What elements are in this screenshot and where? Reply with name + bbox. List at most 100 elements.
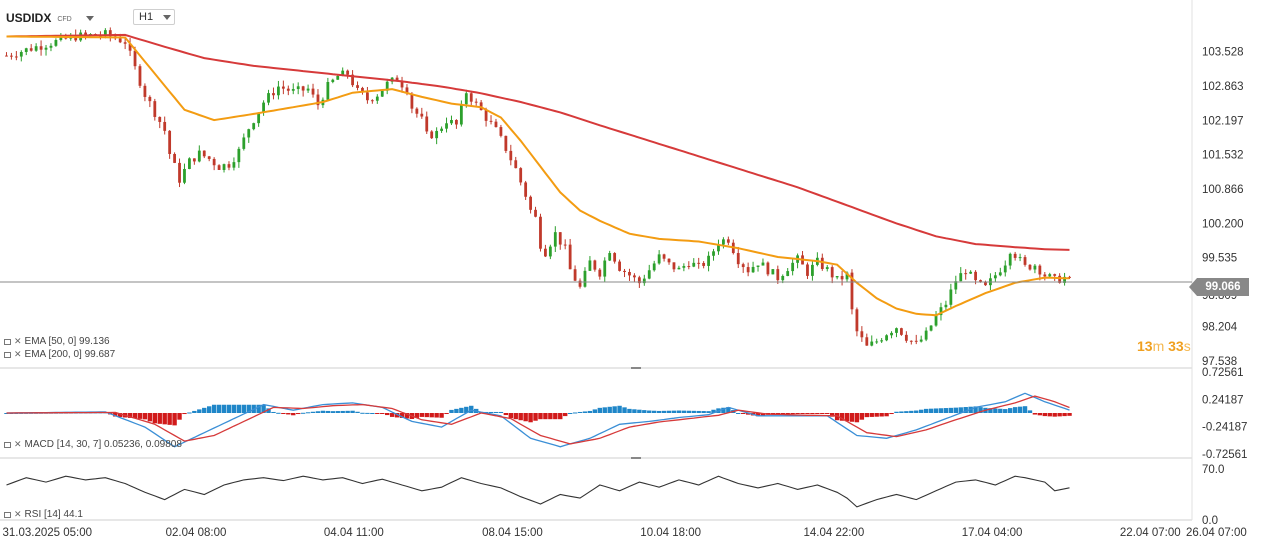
close-icon[interactable]: ✕ (14, 349, 22, 359)
candles (5, 27, 1071, 347)
candle-body (934, 315, 938, 326)
candle-body (548, 246, 552, 257)
macd-bar (216, 404, 222, 413)
candle-body (717, 244, 720, 252)
candle-body (959, 273, 963, 282)
macd-bar (528, 413, 533, 423)
candle-body (163, 121, 167, 131)
close-icon[interactable]: ✕ (14, 509, 22, 519)
candle-body (24, 48, 28, 53)
candle-body (929, 325, 933, 331)
candle-body (830, 267, 834, 278)
macd-bar (380, 413, 385, 414)
price-tick-label: 102.863 (1202, 81, 1244, 93)
legend-macd[interactable]: ✕ MACD [14, 30, 7] 0.05236, 0.09808 (4, 439, 182, 450)
candle-body (722, 239, 725, 245)
macd-bar (434, 413, 439, 418)
close-icon[interactable]: ✕ (14, 439, 22, 449)
candle-body (1028, 264, 1032, 270)
candle-body (464, 93, 468, 105)
macd-bar (424, 413, 429, 418)
macd-bar (523, 413, 528, 422)
settings-icon[interactable] (4, 351, 11, 358)
macd-bar (958, 407, 963, 413)
macd-bar (340, 410, 345, 413)
candle-body (1008, 253, 1012, 266)
time-tick-label: 14.04 22:00 (803, 527, 864, 539)
macd-bar (839, 413, 845, 421)
candle-body (84, 32, 87, 35)
settings-icon[interactable] (4, 338, 11, 345)
candle-body (59, 35, 63, 41)
candle-body (726, 239, 730, 243)
macd-bar (127, 413, 133, 418)
candle-body (400, 81, 404, 88)
macd-bar (567, 413, 573, 414)
legend-rsi[interactable]: ✕ RSI [14] 44.1 (4, 509, 83, 520)
macd-bar (152, 413, 158, 424)
price-tick-label: 99.535 (1202, 253, 1237, 265)
candle-body (707, 255, 710, 266)
candle-body (811, 264, 814, 276)
candle-body (1058, 275, 1062, 283)
candle-body (855, 309, 859, 332)
candle-body (197, 150, 201, 162)
candle-body (850, 272, 854, 310)
macd-bar (226, 404, 232, 413)
candle-body (301, 86, 305, 91)
settings-icon[interactable] (4, 511, 11, 518)
candle-body (19, 52, 23, 57)
macd-bar (800, 413, 805, 414)
candle-body (311, 88, 315, 95)
macd-bar (221, 404, 227, 413)
macd-bar (493, 411, 499, 413)
macd-bar (202, 407, 207, 413)
macd-bar (884, 413, 889, 417)
candle-body (697, 262, 701, 264)
macd-bar (488, 411, 494, 413)
macd-bar (948, 407, 954, 413)
legend-ema50[interactable]: ✕ EMA [50, 0] 99.136 (4, 336, 110, 347)
settings-icon[interactable] (4, 441, 11, 448)
macd-histogram (4, 404, 1072, 426)
macd-bar (889, 413, 894, 415)
macd-bar (469, 405, 474, 413)
macd-bar (736, 413, 741, 414)
candle-body (786, 271, 790, 277)
macd-bar (869, 413, 874, 417)
candle-body (1048, 274, 1052, 277)
symbol-selector[interactable]: USDIDX CFD (6, 8, 94, 28)
candle-body (984, 281, 987, 286)
timer-minutes: 13 (1137, 338, 1153, 354)
candle-body (583, 270, 587, 287)
candle-body (885, 335, 888, 341)
candle-body (489, 120, 493, 122)
close-icon[interactable]: ✕ (14, 336, 22, 346)
candle-body (192, 158, 196, 162)
candle-body (613, 253, 617, 262)
candle-body (667, 258, 671, 263)
candle-body (395, 77, 399, 82)
candle-body (39, 46, 43, 50)
timeframe-dropdown[interactable]: H1 (133, 9, 175, 25)
macd-bar (632, 409, 637, 413)
candle-body (1023, 257, 1027, 265)
candle-body (14, 56, 18, 58)
macd-bar (459, 407, 464, 413)
panel-resize-handle (631, 457, 641, 459)
candle-body (361, 87, 364, 93)
time-tick-label: 31.03.2025 05:00 (2, 527, 92, 539)
legend-ema200[interactable]: ✕ EMA [200, 0] 99.687 (4, 349, 115, 360)
macd-bar (315, 411, 321, 413)
macd-bar (617, 405, 622, 413)
candle-body (1063, 276, 1066, 283)
macd-bar (676, 410, 682, 413)
candle-body (286, 88, 290, 91)
macd-bar (637, 409, 642, 413)
macd-bar (211, 404, 217, 413)
candle-body (677, 267, 681, 270)
candle-body (539, 216, 542, 249)
candle-body (281, 86, 285, 89)
price-tick-label: 97.538 (1202, 356, 1237, 368)
